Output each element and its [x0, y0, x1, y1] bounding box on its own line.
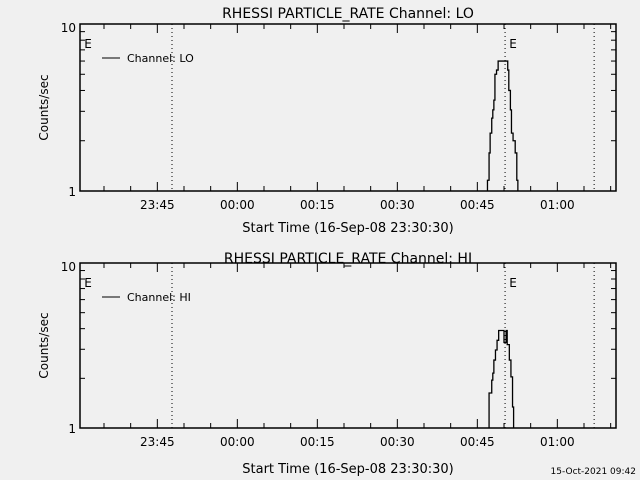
chart-title: RHESSI PARTICLE_RATE Channel: LO — [222, 6, 474, 22]
event-marker-label: E — [509, 276, 517, 290]
x-tick-label: 23:45 — [140, 435, 175, 449]
chart-title: RHESSI PARTICLE_RATE Channel: HI — [224, 251, 472, 267]
series-line-hi — [488, 329, 515, 428]
x-tick-label: 01:00 — [540, 435, 575, 449]
x-tick-label: 00:45 — [460, 198, 495, 212]
legend-label: Channel: LO — [127, 52, 194, 65]
y-axis-label: Counts/sec — [37, 312, 51, 378]
x-tick-label: 00:00 — [220, 435, 255, 449]
plot-lo: RHESSI PARTICLE_RATE Channel: LO 1 10 Count… — [37, 6, 617, 236]
legend-label: Channel: HI — [127, 291, 191, 304]
x-axis-label: Start Time (16-Sep-08 23:30:30) — [242, 221, 453, 236]
x-tick-label: 01:00 — [540, 198, 575, 212]
x-axis-label: Start Time (16-Sep-08 23:30:30) — [242, 462, 453, 477]
y-tick-label: 1 — [68, 422, 76, 436]
x-tick-label: 00:15 — [300, 198, 335, 212]
x-tick-label: 00:30 — [380, 198, 415, 212]
y-tick-label: 10 — [61, 21, 76, 35]
event-marker-label: E — [509, 37, 517, 51]
y-tick-label: 1 — [68, 185, 76, 199]
event-marker-label: E — [84, 276, 92, 290]
x-tick-label: 00:00 — [220, 198, 255, 212]
series-line-lo — [486, 60, 519, 191]
event-marker-label: E — [84, 37, 92, 51]
y-tick-label: 10 — [61, 260, 76, 274]
footer-timestamp: 15-Oct-2021 09:42 — [551, 467, 636, 477]
x-tick-label: 00:30 — [380, 435, 415, 449]
x-tick-label: 00:15 — [300, 435, 335, 449]
y-axis-label: Counts/sec — [37, 74, 51, 140]
x-tick-label: 23:45 — [140, 198, 175, 212]
plot-hi: RHESSI PARTICLE_RATE Channel: HI 1 10 Count… — [37, 251, 617, 477]
plot-frame — [79, 23, 617, 192]
x-tick-label: 00:45 — [460, 435, 495, 449]
plot-frame — [79, 262, 617, 429]
